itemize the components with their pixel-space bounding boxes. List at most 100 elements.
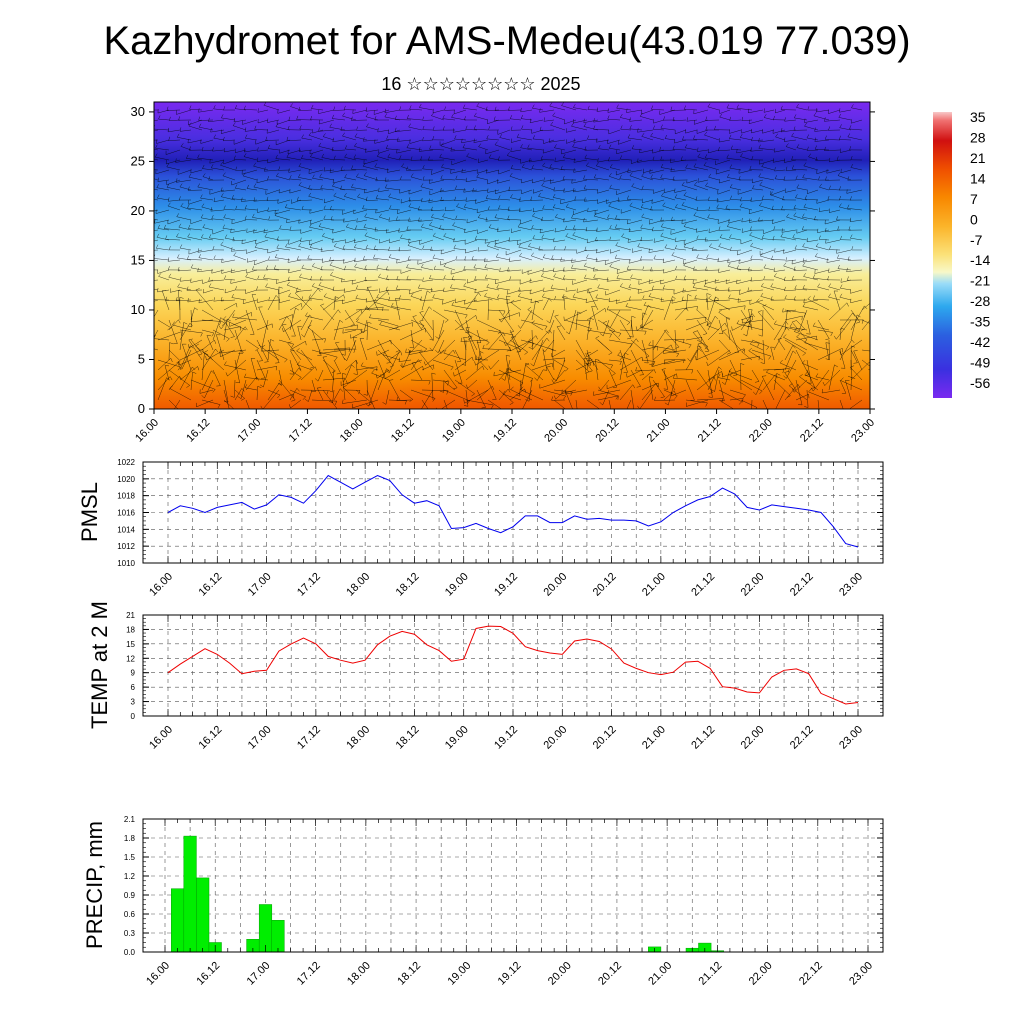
wind-barb — [275, 158, 291, 161]
wind-barb — [696, 229, 709, 233]
wind-barb — [796, 187, 808, 191]
wind-barb — [693, 109, 709, 115]
wind-barb — [763, 267, 775, 271]
wind-barb-flag — [683, 275, 686, 280]
wind-barb — [617, 269, 632, 274]
wind-barb-flag — [542, 268, 544, 273]
pmsl-series-line — [167, 474, 859, 548]
wind-barb — [520, 319, 548, 327]
wind-barb — [366, 291, 388, 311]
wind-barb — [774, 323, 797, 331]
wind-barb-flag — [614, 224, 618, 229]
wind-barb — [455, 219, 467, 221]
wind-barb — [385, 179, 401, 182]
wind-barb-flag — [518, 287, 520, 292]
wind-barb-flag — [311, 283, 315, 287]
wind-barb-flag — [608, 202, 612, 207]
wind-barb-flag — [385, 144, 389, 149]
wind-barb-flag — [706, 293, 711, 295]
wind-barb — [465, 129, 478, 131]
colorbar-label: -21 — [970, 273, 990, 289]
wind-barb-flag — [502, 332, 506, 337]
wind-barb-flag — [748, 348, 752, 351]
wind-barb-flag — [354, 142, 357, 147]
wind-barb — [784, 310, 788, 331]
wind-barb — [378, 189, 390, 193]
wind-barb — [154, 218, 159, 221]
wind-barb-flag — [175, 158, 177, 163]
wind-barb-flag — [213, 134, 216, 139]
wind-barb — [234, 329, 243, 354]
wind-barb-flag — [791, 320, 796, 323]
wind-barb-flag — [551, 396, 554, 401]
wind-barb — [520, 109, 533, 113]
wind-barb — [510, 197, 522, 201]
wind-barb — [253, 199, 269, 202]
wind-barb — [476, 351, 481, 371]
wind-barb — [401, 359, 423, 368]
wind-barb — [696, 345, 698, 361]
wind-barb — [705, 157, 720, 161]
wind-barb-flag — [498, 205, 501, 209]
wind-barb-flag — [729, 134, 732, 139]
wind-barb — [431, 209, 445, 211]
wind-barb — [201, 399, 221, 405]
wind-barb-flag — [432, 232, 436, 237]
wind-barb — [388, 322, 413, 331]
wind-barb-flag — [593, 118, 595, 123]
wind-barb-flag — [787, 310, 792, 313]
wind-barb — [246, 229, 258, 233]
x-tick-label: 20.12 — [591, 724, 619, 752]
wind-barb — [615, 227, 632, 231]
wind-barb — [485, 239, 500, 244]
wind-barb-flag — [365, 196, 368, 201]
wind-barb-flag — [782, 369, 785, 374]
wind-barb — [609, 266, 621, 271]
wind-barb — [333, 324, 358, 331]
wind-barb — [586, 359, 613, 366]
wind-barb — [594, 177, 610, 181]
wind-barb — [671, 389, 687, 397]
wind-barb-flag — [680, 156, 683, 161]
wind-barb — [309, 149, 324, 155]
wind-barb-flag — [518, 410, 521, 413]
wind-barb — [671, 255, 687, 261]
wind-barb — [681, 219, 698, 224]
wind-barb — [637, 129, 654, 133]
wind-barb — [631, 186, 643, 191]
wind-barb — [388, 257, 401, 261]
wind-barb-flag — [773, 226, 776, 231]
wind-barb — [719, 237, 731, 241]
wind-barb-flag — [275, 295, 279, 299]
wind-barb — [179, 348, 203, 361]
wind-barb-flag — [562, 175, 565, 180]
wind-barb-flag — [715, 296, 720, 300]
wind-barb-flag — [432, 126, 435, 131]
wind-barb-flag — [729, 184, 733, 188]
wind-barb — [531, 337, 548, 361]
wind-barb — [213, 258, 225, 261]
wind-barb — [440, 189, 456, 193]
wind-barb-flag — [362, 205, 365, 209]
wind-barb — [234, 388, 243, 401]
wind-barb-flag — [729, 195, 732, 200]
wind-barb — [454, 359, 463, 384]
wind-barb — [784, 350, 794, 371]
wind-barb-flag — [782, 196, 785, 200]
heatmap-x-tick-label: 20.00 — [542, 417, 570, 445]
wind-barb — [814, 269, 830, 274]
wind-barb-flag — [232, 122, 236, 126]
wind-barb-flag — [435, 349, 439, 354]
wind-barb-flag — [693, 266, 695, 271]
wind-barb — [288, 169, 302, 173]
wind-barb — [352, 109, 368, 114]
wind-barb — [245, 399, 250, 409]
wind-barb-flag — [784, 371, 789, 373]
wind-barb-flag — [629, 117, 631, 122]
wind-barb-flag — [208, 283, 212, 288]
wind-barb — [287, 284, 302, 291]
wind-barb-flag — [761, 163, 765, 167]
wind-barb-flag — [683, 243, 687, 248]
wind-barb — [212, 369, 221, 386]
